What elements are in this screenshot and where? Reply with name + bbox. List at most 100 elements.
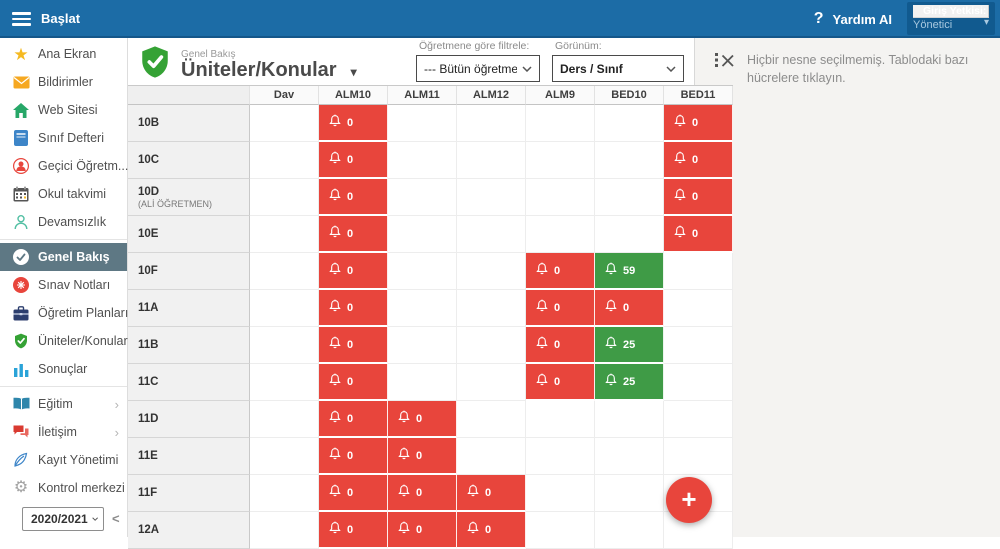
hamburger-menu-icon[interactable] xyxy=(12,12,31,26)
cell-10D-BED11[interactable]: 0 xyxy=(664,179,733,216)
cell-10D-ALM9[interactable] xyxy=(526,179,595,216)
cell-10E-ALM9[interactable] xyxy=(526,216,595,253)
cell-12A-ALM9[interactable] xyxy=(526,512,595,549)
cell-11E-ALM11[interactable]: 0 xyxy=(388,438,457,475)
deselect-icon[interactable] xyxy=(714,51,736,74)
cell-10C-Dav[interactable] xyxy=(250,142,319,179)
cell-11C-BED10[interactable]: 25 xyxy=(595,364,664,401)
cell-11D-ALM11[interactable]: 0 xyxy=(388,401,457,438)
cell-10D-BED10[interactable] xyxy=(595,179,664,216)
cell-10C-BED11[interactable]: 0 xyxy=(664,142,733,179)
cell-10B-ALM10[interactable]: 0 xyxy=(319,105,388,142)
cell-11F-Dav[interactable] xyxy=(250,475,319,512)
cell-10F-ALM10[interactable]: 0 xyxy=(319,253,388,290)
cell-11B-BED10[interactable]: 25 xyxy=(595,327,664,364)
cell-12A-ALM12[interactable]: 0 xyxy=(457,512,526,549)
cell-11A-ALM10[interactable]: 0 xyxy=(319,290,388,327)
sidebar-item-okul-takvimi[interactable]: Okul takvimi xyxy=(0,180,127,208)
sidebar-item-ogretim-planlari[interactable]: Öğretim Planları xyxy=(0,299,127,327)
cell-11F-ALM12[interactable]: 0 xyxy=(457,475,526,512)
cell-11D-Dav[interactable] xyxy=(250,401,319,438)
cell-10C-ALM10[interactable]: 0 xyxy=(319,142,388,179)
cell-12A-ALM10[interactable]: 0 xyxy=(319,512,388,549)
cell-12A-Dav[interactable] xyxy=(250,512,319,549)
cell-10D-ALM12[interactable] xyxy=(457,179,526,216)
cell-10C-ALM12[interactable] xyxy=(457,142,526,179)
cell-10C-BED10[interactable] xyxy=(595,142,664,179)
teacher-filter-select[interactable]: --- Bütün öğretmenler xyxy=(416,55,540,82)
sidebar-item-gecici-ogretmen[interactable]: Geçici Öğretm... xyxy=(0,152,127,180)
cell-11F-BED10[interactable] xyxy=(595,475,664,512)
cell-11F-ALM9[interactable] xyxy=(526,475,595,512)
role-dropdown[interactable]: Giriş Yetkisi: Yönetici ▾ xyxy=(907,2,995,35)
cell-10F-ALM12[interactable] xyxy=(457,253,526,290)
cell-11E-ALM12[interactable] xyxy=(457,438,526,475)
help-button[interactable]: ? Yardım AI xyxy=(814,10,892,28)
school-year-select[interactable]: 2020/2021 xyxy=(22,507,104,531)
cell-10B-BED10[interactable] xyxy=(595,105,664,142)
cell-10B-BED11[interactable]: 0 xyxy=(664,105,733,142)
sidebar-item-web-sitesi[interactable]: Web Sitesi xyxy=(0,96,127,124)
cell-11D-ALM12[interactable] xyxy=(457,401,526,438)
cell-11A-ALM12[interactable] xyxy=(457,290,526,327)
cell-11B-Dav[interactable] xyxy=(250,327,319,364)
cell-11E-BED11[interactable] xyxy=(664,438,733,475)
cell-10F-BED11[interactable] xyxy=(664,253,733,290)
cell-11F-ALM10[interactable]: 0 xyxy=(319,475,388,512)
cell-11A-BED11[interactable] xyxy=(664,290,733,327)
cell-11D-BED11[interactable] xyxy=(664,401,733,438)
cell-10B-Dav[interactable] xyxy=(250,105,319,142)
cell-11B-ALM12[interactable] xyxy=(457,327,526,364)
cell-10F-BED10[interactable]: 59 xyxy=(595,253,664,290)
cell-11C-ALM11[interactable] xyxy=(388,364,457,401)
cell-12A-ALM11[interactable]: 0 xyxy=(388,512,457,549)
cell-11C-ALM12[interactable] xyxy=(457,364,526,401)
view-select[interactable]: Ders / Sınıf xyxy=(552,55,684,82)
cell-10B-ALM12[interactable] xyxy=(457,105,526,142)
sidebar-item-bildirimler[interactable]: Bildirimler xyxy=(0,68,127,96)
cell-10B-ALM9[interactable] xyxy=(526,105,595,142)
cell-10E-Dav[interactable] xyxy=(250,216,319,253)
cell-11B-ALM10[interactable]: 0 xyxy=(319,327,388,364)
cell-11F-ALM11[interactable]: 0 xyxy=(388,475,457,512)
page-title-dropdown[interactable]: Genel Bakış Üniteler/Konular▾ xyxy=(138,45,357,84)
sidebar-item-sonuclar[interactable]: Sonuçlar xyxy=(0,355,127,383)
cell-11E-ALM9[interactable] xyxy=(526,438,595,475)
cell-11C-ALM9[interactable]: 0 xyxy=(526,364,595,401)
sidebar-item-kontrol-merkezi[interactable]: ⚙Kontrol merkezi xyxy=(0,474,127,502)
sidebar-item-uniteler-konular[interactable]: Üniteler/Konular xyxy=(0,327,127,355)
cell-11B-BED11[interactable] xyxy=(664,327,733,364)
cell-11C-BED11[interactable] xyxy=(664,364,733,401)
sidebar-item-iletisim[interactable]: İletişim› xyxy=(0,418,127,446)
cell-11E-ALM10[interactable]: 0 xyxy=(319,438,388,475)
start-menu-button[interactable]: Başlat xyxy=(41,11,80,26)
cell-10D-ALM11[interactable] xyxy=(388,179,457,216)
cell-10F-Dav[interactable] xyxy=(250,253,319,290)
cell-11D-BED10[interactable] xyxy=(595,401,664,438)
cell-10D-ALM10[interactable]: 0 xyxy=(319,179,388,216)
cell-10E-ALM10[interactable]: 0 xyxy=(319,216,388,253)
cell-11A-Dav[interactable] xyxy=(250,290,319,327)
sidebar-item-sinav-notlari[interactable]: Sınav Notları xyxy=(0,271,127,299)
cell-10C-ALM9[interactable] xyxy=(526,142,595,179)
cell-10F-ALM9[interactable]: 0 xyxy=(526,253,595,290)
cell-11C-ALM10[interactable]: 0 xyxy=(319,364,388,401)
cell-12A-BED10[interactable] xyxy=(595,512,664,549)
sidebar-item-genel-bakis[interactable]: Genel Bakış xyxy=(0,243,127,271)
sidebar-item-sinif-defteri[interactable]: Sınıf Defteri xyxy=(0,124,127,152)
cell-10F-ALM11[interactable] xyxy=(388,253,457,290)
cell-11D-ALM9[interactable] xyxy=(526,401,595,438)
sidebar-item-ana-ekran[interactable]: ★Ana Ekran xyxy=(0,40,127,68)
cell-10E-ALM11[interactable] xyxy=(388,216,457,253)
sidebar-item-kayit-yonetimi[interactable]: Kayıt Yönetimi xyxy=(0,446,127,474)
sidebar-item-egitim[interactable]: Eğitim› xyxy=(0,390,127,418)
add-button[interactable]: + xyxy=(666,477,712,523)
cell-11B-ALM9[interactable]: 0 xyxy=(526,327,595,364)
cell-11A-BED10[interactable]: 0 xyxy=(595,290,664,327)
cell-10B-ALM11[interactable] xyxy=(388,105,457,142)
cell-11E-BED10[interactable] xyxy=(595,438,664,475)
cell-11B-ALM11[interactable] xyxy=(388,327,457,364)
cell-11C-Dav[interactable] xyxy=(250,364,319,401)
sidebar-collapse-button[interactable]: < xyxy=(112,511,120,526)
cell-10E-ALM12[interactable] xyxy=(457,216,526,253)
